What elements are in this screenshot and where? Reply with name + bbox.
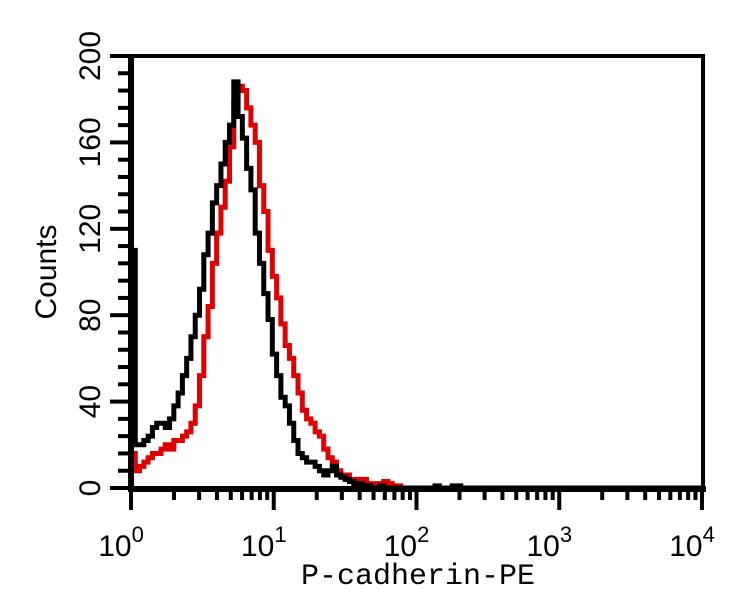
y-major-tick [110,399,130,404]
y-minor-tick [118,278,130,283]
x-minor-tick [257,490,262,500]
y-minor-tick [118,416,130,421]
y-minor-tick [118,105,130,110]
x-minor-tick [657,490,662,500]
y-major-tick [110,486,130,490]
x-axis-label: P-cadherin-PE [301,560,535,594]
x-minor-tick [600,490,605,500]
x-major-tick [557,490,562,510]
x-minor-tick [482,490,487,500]
histogram-curves [131,79,705,491]
y-major-tick [110,226,130,231]
y-axis: 0 40 80 120 160 200 [74,31,130,496]
x-minor-tick [514,490,519,500]
x-axis-spine [128,486,706,492]
x-major-tick [129,490,133,510]
x-tick-label: 104 [669,522,715,563]
x-minor-tick [643,490,648,500]
x-minor-tick [500,490,505,500]
y-tick-label: 160 [74,117,107,167]
x-minor-tick [197,490,202,500]
control-histogram-line [131,79,705,491]
y-minor-tick [118,192,130,197]
y-axis-label: Counts [30,224,63,319]
y-minor-tick [118,295,130,300]
y-tick-label: 0 [74,480,107,497]
y-minor-tick [118,451,130,456]
y-minor-tick [118,88,130,93]
x-major-tick [414,490,419,510]
x-minor-tick [625,490,630,500]
x-minor-tick [382,490,387,500]
y-minor-tick [118,209,130,214]
y-tick-label: 80 [74,299,107,332]
x-minor-tick [550,490,555,500]
y-minor-tick [118,434,130,439]
y-axis-spine [128,54,134,491]
x-minor-tick [357,490,362,500]
x-tick-label: 101 [241,522,287,563]
x-tick-label: 103 [526,522,572,563]
x-minor-tick [543,490,548,500]
x-axis: 100 101 102 103 104 [98,490,715,563]
x-minor-tick [407,490,412,500]
x-minor-tick [314,490,319,500]
y-minor-tick [118,244,130,249]
y-major-tick [110,313,130,318]
x-minor-tick [339,490,344,500]
y-tick-label: 120 [74,204,107,254]
x-minor-tick [457,490,462,500]
y-tick-label: 200 [74,31,107,81]
x-minor-tick [265,490,270,500]
x-minor-tick [249,490,254,500]
x-minor-tick [400,490,405,500]
x-major-tick [700,490,704,510]
y-minor-tick [118,157,130,162]
x-minor-tick [668,490,673,500]
x-minor-tick [214,490,219,500]
x-minor-tick [693,490,698,500]
x-minor-tick [677,490,682,500]
sample-histogram-line [131,83,705,491]
y-major-tick [110,140,130,145]
x-minor-tick [240,490,245,500]
x-minor-tick [371,490,376,500]
x-major-tick [271,490,276,510]
plot-frame [129,54,705,491]
y-major-tick [110,54,130,58]
y-minor-tick [118,382,130,387]
x-minor-tick [392,490,397,500]
x-minor-tick [228,490,233,500]
x-minor-tick [535,490,540,500]
x-tick-label: 100 [98,522,144,563]
x-minor-tick [525,490,530,500]
y-minor-tick [118,347,130,352]
x-minor-tick [686,490,691,500]
y-minor-tick [118,468,130,473]
y-minor-tick [118,123,130,128]
x-minor-tick [171,490,176,500]
y-minor-tick [118,330,130,335]
y-minor-tick [118,261,130,266]
y-minor-tick [118,71,130,76]
x-tick-label: 102 [384,522,430,563]
y-minor-tick [118,174,130,179]
y-minor-tick [118,365,130,370]
y-tick-label: 40 [74,385,107,418]
